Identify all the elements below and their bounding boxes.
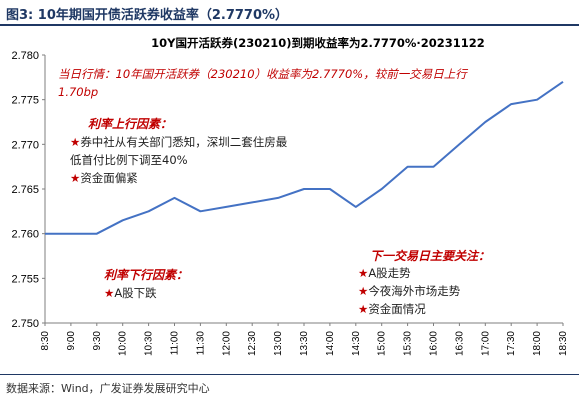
x-tick-label: 9:00: [66, 331, 77, 351]
x-tick-label: 9:30: [92, 331, 103, 351]
star-icon: ★: [358, 302, 369, 316]
y-tick-label: 2.755: [11, 273, 39, 285]
x-tick-label: 12:30: [247, 331, 258, 356]
data-source: 数据来源：Wind，广发证券发展研究中心: [6, 382, 210, 395]
chart-title: 10Y国开活跃券(230210)到期收益率为2.7770%·20231122: [151, 36, 485, 50]
x-tick-label: 17:30: [506, 331, 517, 356]
rate-down-factors-title: 利率下行因素：: [104, 268, 189, 282]
rate-up-item: ★资金面偏紧: [70, 170, 138, 186]
x-tick-label: 14:30: [351, 331, 362, 356]
rate-up-item-text: 券中社从有关部门悉知，深圳二套住房最: [80, 135, 288, 149]
x-tick-label: 17:00: [480, 331, 491, 356]
y-tick-label: 2.770: [11, 139, 39, 151]
rate-down-item: ★A股下跌: [104, 285, 157, 301]
star-icon: ★: [104, 286, 115, 300]
y-tick-label: 2.765: [11, 184, 39, 196]
footer-divider: [0, 374, 579, 375]
y-tick-label: 2.760: [11, 229, 39, 241]
rate-down-item-text: A股下跌: [114, 286, 157, 300]
x-tick-label: 18:00: [532, 331, 543, 356]
y-tick-labels: 2.750 2.755 2.760 2.765 2.770 2.775 2.780: [11, 50, 45, 330]
next-day-focus-title: 下一交易日主要关注：: [370, 249, 491, 263]
rate-up-factors-title: 利率上行因素：: [88, 117, 173, 131]
header-divider: [0, 24, 579, 26]
today-summary-line2: 1.70bp: [58, 85, 99, 99]
rate-up-item: ★券中社从有关部门悉知，深圳二套住房最: [70, 134, 287, 150]
star-icon: ★: [358, 266, 369, 280]
figure-header: 图3: 10年期国开债活跃券收益率（2.7770%）: [0, 0, 579, 26]
x-tick-label: 16:00: [429, 331, 440, 356]
x-tick-label: 10:00: [118, 331, 129, 356]
x-tick-label: 10:30: [144, 331, 155, 356]
x-tick-label: 18:30: [558, 331, 569, 356]
next-day-item-text: 今夜海外市场走势: [368, 284, 461, 298]
x-tick-label: 16:30: [454, 331, 465, 356]
star-icon: ★: [70, 135, 81, 149]
figure-title: 图3: 10年期国开债活跃券收益率（2.7770%）: [6, 8, 289, 23]
x-tick-label: 12:00: [221, 331, 232, 356]
y-tick-label: 2.775: [11, 95, 39, 107]
x-tick-label: 11:00: [170, 331, 181, 356]
next-day-item: ★资金面情况: [358, 301, 426, 317]
star-icon: ★: [358, 284, 369, 298]
x-tick-label: 15:00: [377, 331, 388, 356]
x-tick-label: 11:30: [195, 331, 206, 356]
y-tick-label: 2.750: [11, 318, 39, 330]
x-tick-label: 13:00: [273, 331, 284, 356]
rate-up-item-text: 资金面偏紧: [80, 171, 138, 185]
x-tick-label: 14:00: [325, 331, 336, 356]
today-summary-line1: 当日行情：10年国开活跃券（230210）收益率为2.7770%，较前一交易日上…: [58, 67, 467, 81]
x-tick-label: 8:30: [40, 331, 51, 351]
x-tick-label: 13:30: [299, 331, 310, 356]
series-group: [44, 80, 564, 235]
next-day-item-text: 资金面情况: [368, 302, 426, 316]
rate-up-item-continued: 低首付比例下调至40%: [70, 153, 188, 167]
next-day-item: ★A股走势: [358, 265, 411, 281]
next-day-item-text: A股走势: [368, 266, 411, 280]
x-tick-labels: 8:30 9:00 9:30 10:00 10:30 11:00 11:30 12:00 12:…: [40, 323, 569, 356]
next-day-item: ★今夜海外市场走势: [358, 283, 460, 299]
y-tick-label: 2.780: [11, 50, 39, 62]
x-tick-label: 15:30: [403, 331, 414, 356]
star-icon: ★: [70, 171, 81, 185]
